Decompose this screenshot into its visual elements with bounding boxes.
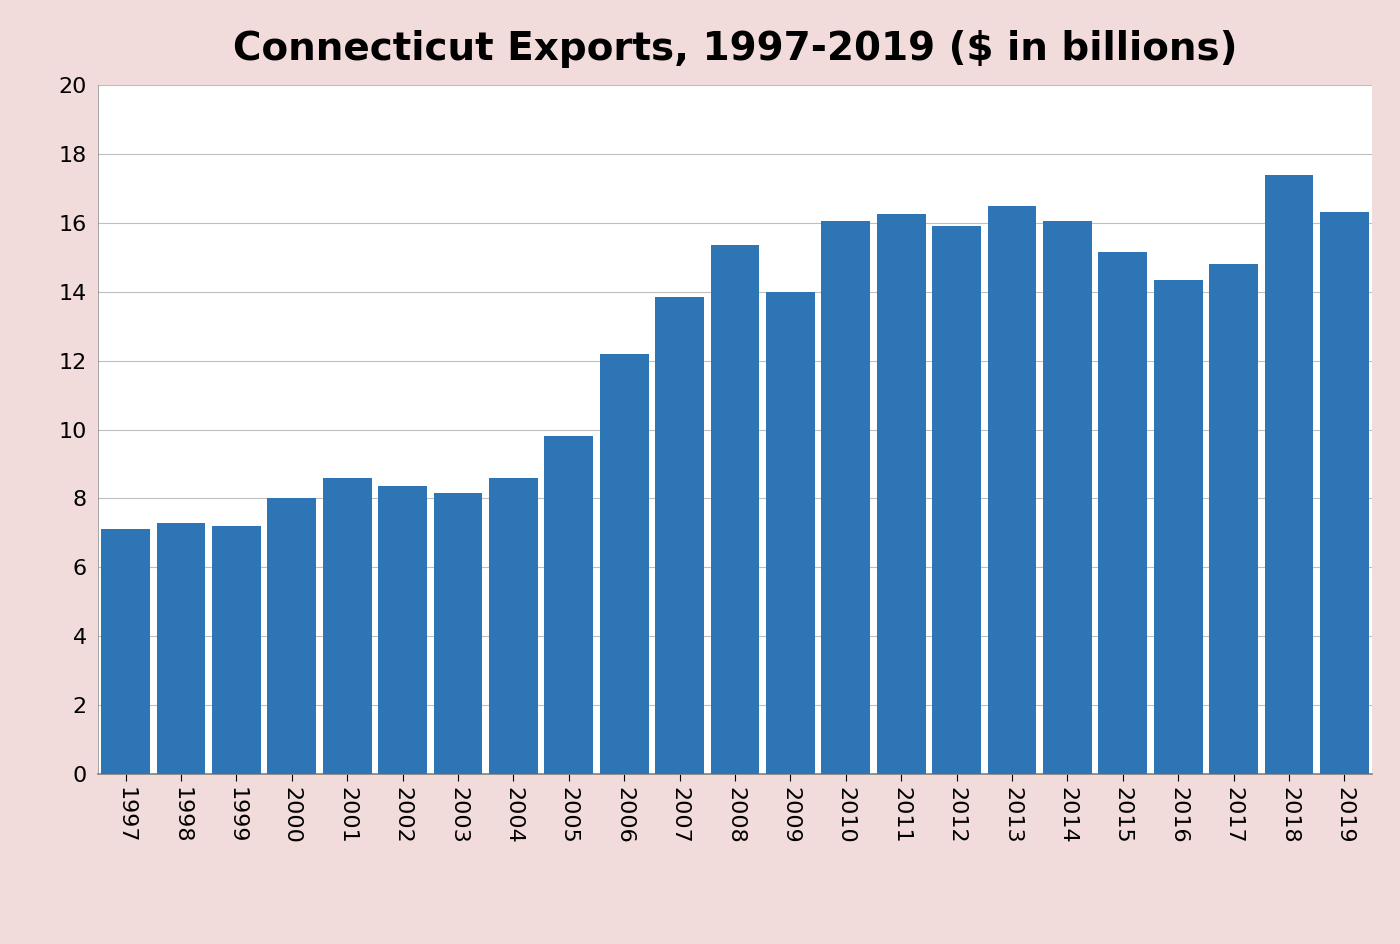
Title: Connecticut Exports, 1997-2019 ($ in billions): Connecticut Exports, 1997-2019 ($ in bil… — [232, 30, 1238, 68]
Bar — [489, 478, 538, 774]
Bar — [1043, 221, 1092, 774]
Bar — [822, 221, 871, 774]
Bar — [655, 296, 704, 774]
Bar — [267, 498, 316, 774]
Bar — [876, 214, 925, 774]
Bar — [1264, 175, 1313, 774]
Bar — [1154, 279, 1203, 774]
Bar — [323, 478, 371, 774]
Bar — [932, 227, 981, 774]
Bar — [711, 245, 759, 774]
Bar — [1099, 252, 1147, 774]
Bar — [1320, 212, 1369, 774]
Bar — [987, 206, 1036, 774]
Bar — [101, 530, 150, 774]
Bar — [378, 486, 427, 774]
Bar — [213, 526, 260, 774]
Bar — [1210, 264, 1257, 774]
Bar — [434, 494, 483, 774]
Bar — [599, 354, 648, 774]
Bar — [157, 523, 206, 774]
Bar — [766, 292, 815, 774]
Bar — [545, 436, 594, 774]
